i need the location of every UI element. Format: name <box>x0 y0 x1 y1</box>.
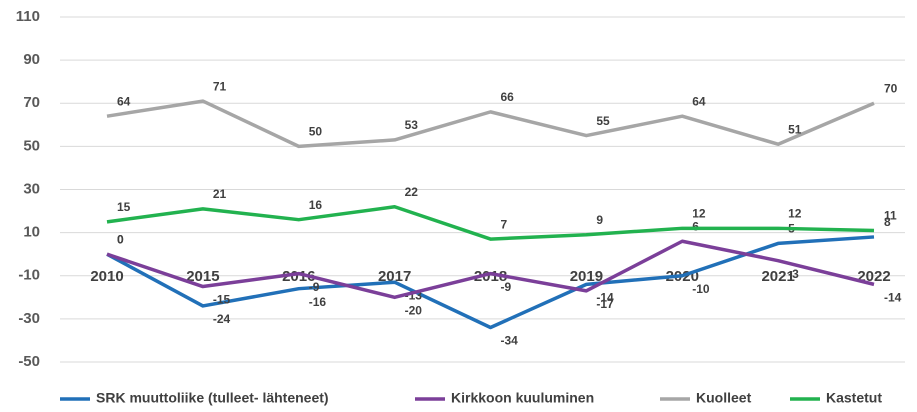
data-label: -34 <box>501 334 519 348</box>
x-tick-label: 2019 <box>570 268 603 285</box>
y-tick-label: 70 <box>23 94 40 111</box>
data-label: 64 <box>117 94 131 108</box>
data-label: 11 <box>884 209 897 223</box>
data-label: -24 <box>213 312 231 326</box>
data-label: 55 <box>596 114 610 128</box>
data-label: 12 <box>692 206 706 220</box>
y-tick-label: -10 <box>18 267 40 284</box>
y-tick-label: 110 <box>16 8 40 25</box>
legend-label: SRK muuttoliike (tulleet- lähteneet) <box>96 390 329 406</box>
data-label: 16 <box>309 198 323 212</box>
y-tick-label: -30 <box>18 310 40 327</box>
legend-label: Kastetut <box>826 390 882 406</box>
series-line <box>106 239 875 300</box>
y-tick-label: 10 <box>23 224 40 241</box>
data-label: 0 <box>117 232 124 246</box>
series-line <box>106 205 875 241</box>
data-label: 21 <box>213 187 227 201</box>
data-label: -15 <box>213 293 231 307</box>
data-label: -10 <box>692 282 710 296</box>
data-label: 8 <box>884 215 891 229</box>
data-label: -9 <box>501 280 512 294</box>
data-label: 7 <box>501 217 508 231</box>
data-label: -14 <box>884 291 902 305</box>
data-label: 6 <box>692 219 699 233</box>
data-label: -17 <box>596 297 614 311</box>
data-label: 50 <box>309 125 323 139</box>
data-label: 0 <box>117 232 124 246</box>
data-label: 64 <box>692 94 706 108</box>
data-label: -3 <box>788 267 799 281</box>
data-label: 53 <box>405 118 419 132</box>
y-tick-label: 30 <box>23 180 40 197</box>
data-label: 66 <box>501 90 515 104</box>
data-label: 12 <box>788 206 802 220</box>
data-label: 22 <box>405 185 419 199</box>
data-label: 70 <box>884 81 898 95</box>
data-label: -9 <box>309 280 320 294</box>
data-label: 9 <box>596 213 603 227</box>
data-label: 51 <box>788 122 802 136</box>
data-label: 15 <box>117 200 131 214</box>
x-tick-label: 2010 <box>90 268 123 285</box>
series-line <box>106 99 875 149</box>
data-label: -20 <box>405 303 423 317</box>
y-tick-label: 50 <box>23 137 40 154</box>
y-tick-label: -50 <box>18 353 40 370</box>
x-tick-label: 2018 <box>474 268 507 285</box>
x-tick-label: 2016 <box>282 268 315 285</box>
legend-label: Kuolleet <box>696 390 752 406</box>
x-tick-label: 2021 <box>761 268 794 285</box>
x-tick-label: 2017 <box>378 268 411 285</box>
data-label: 71 <box>213 79 227 93</box>
legend-label: Kirkkoon kuuluminen <box>451 390 594 406</box>
x-tick-label: 2015 <box>186 268 219 285</box>
y-tick-label: 90 <box>23 51 40 68</box>
data-label: -16 <box>309 295 327 309</box>
data-label: -14 <box>596 291 614 305</box>
